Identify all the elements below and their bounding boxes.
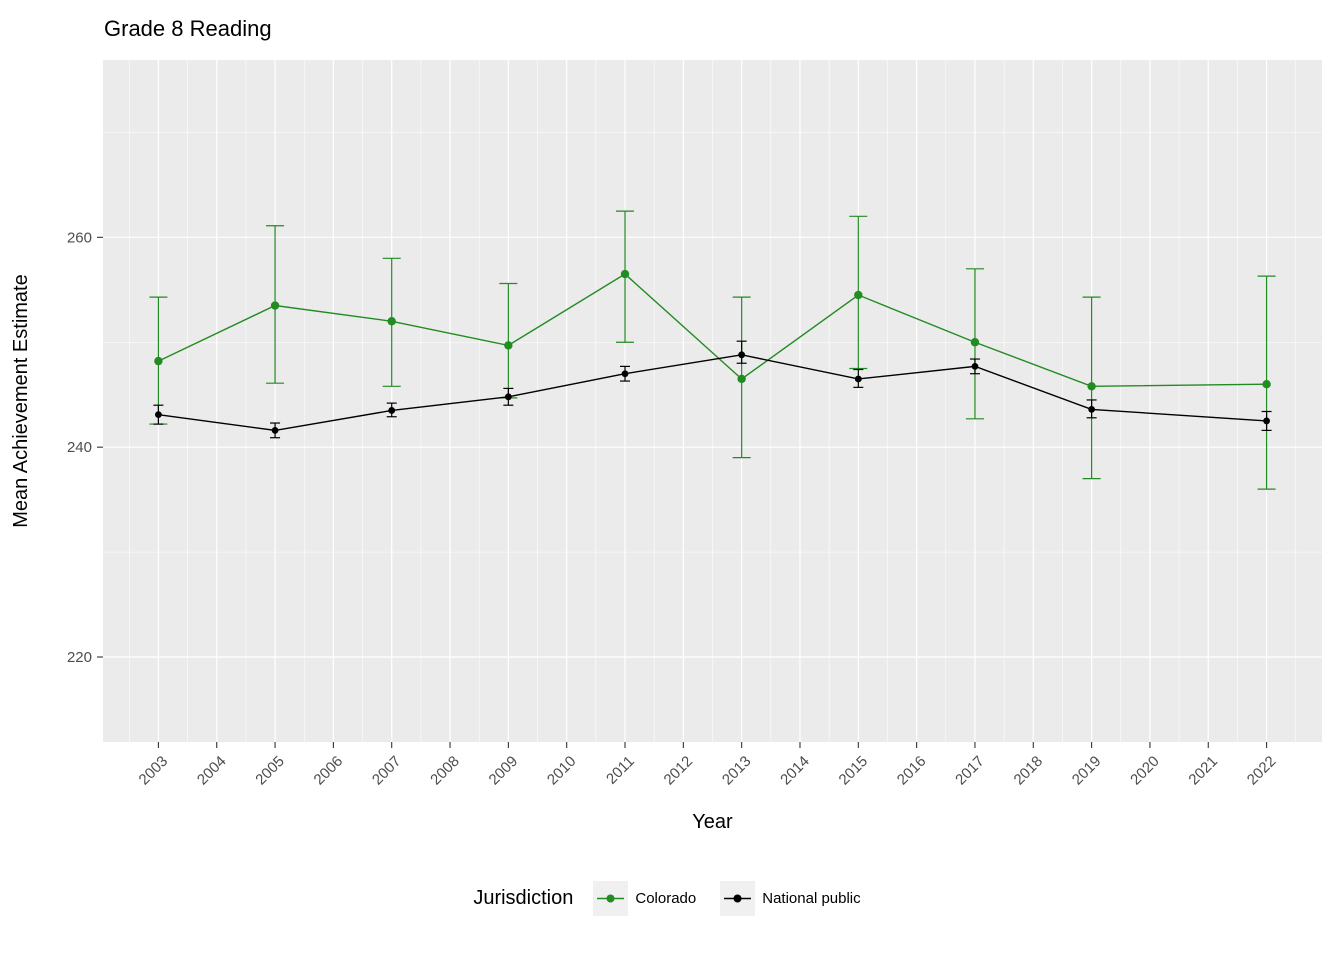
point-line-glyph (597, 894, 625, 903)
legend-item-national-public: National public (720, 881, 861, 917)
x-tick-label: 2005 (252, 753, 288, 789)
y-tick-label: 240 (67, 440, 92, 457)
legend: Jurisdiction Colorado National public (0, 881, 1344, 917)
x-tick-label: 2014 (777, 753, 813, 789)
legend-label: Colorado (635, 890, 697, 908)
x-tick-label: 2015 (836, 753, 872, 789)
x-tick-label: 2003 (136, 753, 172, 789)
x-tick-label: 2020 (1127, 753, 1163, 789)
data-point (854, 291, 863, 300)
data-point (388, 407, 396, 415)
legend-label: National public (762, 890, 861, 908)
data-point (504, 341, 513, 350)
legend-items: Colorado National public (593, 881, 870, 917)
data-point (1262, 380, 1271, 389)
data-point (504, 393, 512, 401)
x-axis-title: Year (692, 811, 733, 833)
series-national-public (153, 340, 1272, 439)
x-tick-label: 2016 (894, 753, 930, 789)
x-tick-label: 2018 (1010, 753, 1046, 789)
data-point (1263, 417, 1270, 425)
x-tick-label: 2010 (544, 753, 580, 789)
minor-gridlines (103, 60, 1322, 743)
data-point (737, 375, 746, 384)
x-tick-label: 2004 (194, 753, 230, 789)
x-tick-label: 2022 (1244, 753, 1280, 789)
series-line (158, 354, 1267, 432)
x-tick-label: 2012 (661, 753, 697, 789)
data-point (271, 427, 279, 435)
data-point (387, 317, 396, 326)
x-tick-label: 2017 (952, 753, 988, 789)
series-colorado (149, 210, 1276, 491)
legend-key-icon (593, 881, 629, 917)
data-point (970, 338, 980, 347)
data-point (154, 357, 163, 366)
data-point (1088, 406, 1096, 414)
x-tick-label: 2006 (311, 753, 347, 789)
data-point (270, 301, 280, 311)
achievement-chart: 2003 2004 2005 2006 2007 2008 2009 2010 2011 2012… (10, 60, 1322, 833)
data-point (1087, 382, 1096, 391)
x-tick-label: 2013 (719, 753, 755, 789)
y-tick-label: 260 (67, 230, 92, 247)
data-point (854, 375, 862, 383)
x-tick-label: 2019 (1069, 753, 1105, 789)
data-point (155, 411, 162, 419)
point-line-glyph (724, 894, 752, 903)
x-tick-label: 2021 (1185, 753, 1221, 789)
series-line (158, 273, 1267, 388)
y-tick-label: 220 (67, 649, 92, 666)
data-point (971, 363, 979, 371)
data-point (620, 270, 630, 279)
data-point (621, 370, 629, 378)
legend-item-colorado: Colorado (593, 881, 697, 917)
x-tick-label: 2007 (369, 753, 405, 789)
x-tick-label: 2011 (603, 753, 638, 788)
x-tick-label: 2009 (486, 753, 522, 789)
legend-title: Jurisdiction (473, 887, 574, 910)
y-axis-title: Mean Achievement Estimate (10, 275, 32, 528)
chart-title: Grade 8 Reading (104, 16, 272, 41)
x-tick-label: 2008 (427, 753, 463, 789)
legend-key-icon (720, 881, 756, 917)
data-point (738, 351, 746, 359)
